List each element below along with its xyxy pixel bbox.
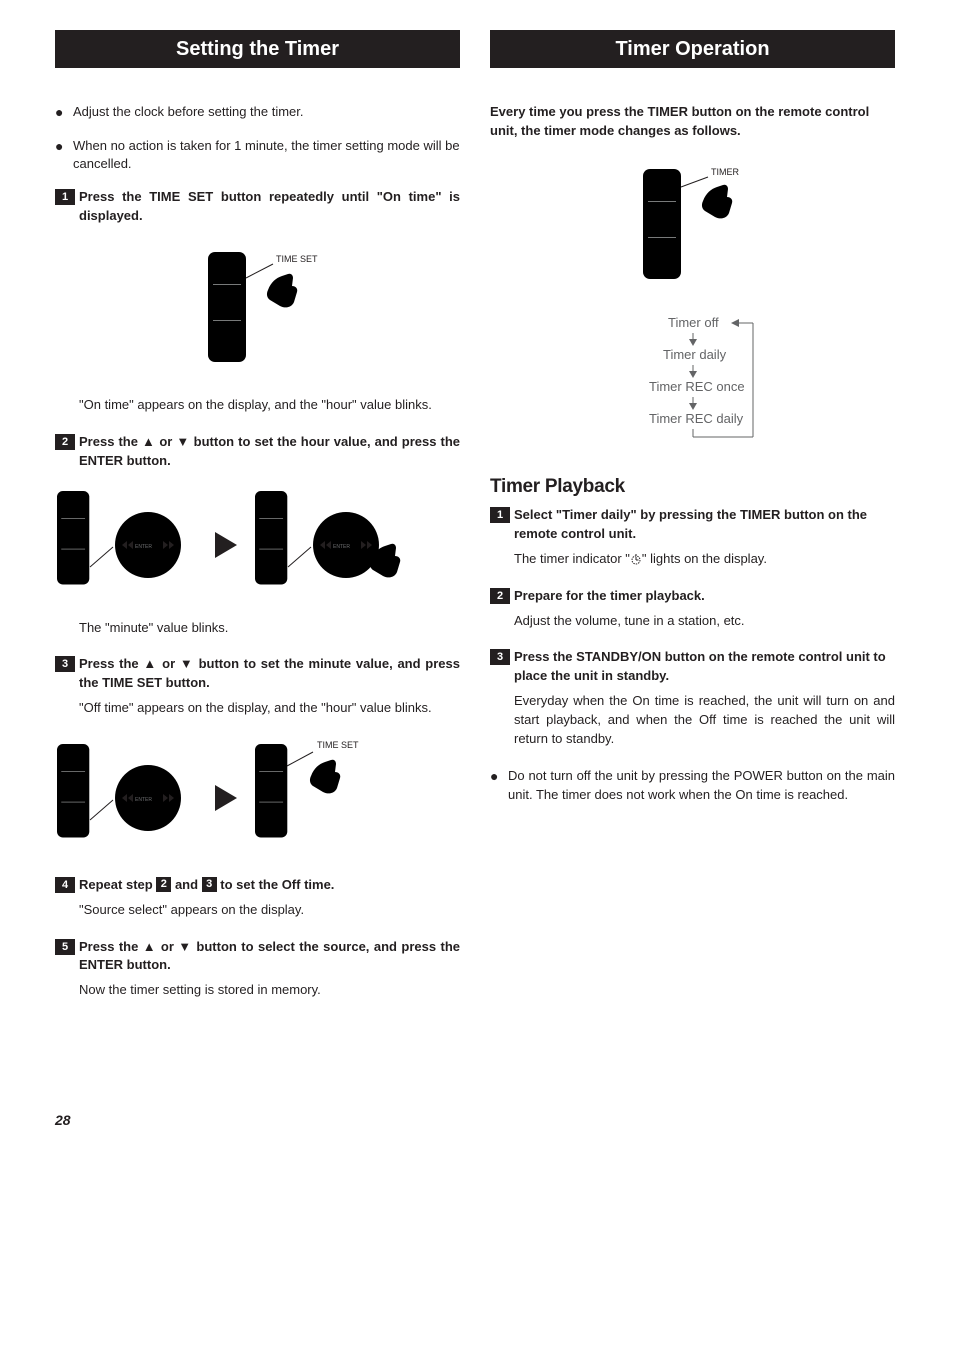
timer-remote-figure: TIMER <box>490 161 895 291</box>
right-column: Every time you press the TIMER button on… <box>490 103 895 1130</box>
right-bullet: ● Do not turn off the unit by pressing t… <box>490 767 895 805</box>
ref-step-2-icon: 2 <box>156 877 171 892</box>
step1-sub: "On time" appears on the display, and th… <box>79 396 460 415</box>
step-number-icon: 2 <box>55 434 75 450</box>
timer-playback-heading: Timer Playback <box>490 473 895 501</box>
step-number-icon: 3 <box>55 656 75 672</box>
timeset-label: TIME SET <box>276 254 318 264</box>
step-title: Press the ▲ or ▼ button to select the so… <box>79 938 460 976</box>
step-title: Press the ▲ or ▼ button to set the hour … <box>79 433 460 471</box>
bullet-icon: ● <box>55 103 73 123</box>
step3-sub: "Off time" appears on the display, and t… <box>79 699 460 718</box>
chain-b: Timer daily <box>663 347 727 362</box>
step4-text-c: to set the Off time. <box>220 877 334 892</box>
left-step-1: 1 Press the TIME SET button repeatedly u… <box>55 188 460 226</box>
remote-timer-illustration: TIMER <box>613 161 773 291</box>
enter-label: ENTER <box>135 544 152 550</box>
sub-a: The timer indicator " <box>514 551 630 566</box>
ref-step-3-icon: 3 <box>202 877 217 892</box>
bullet-text: Do not turn off the unit by pressing the… <box>508 767 895 805</box>
right-intro: Every time you press the TIMER button on… <box>490 103 895 141</box>
step-title: Prepare for the timer playback. <box>514 587 895 606</box>
left-bullet-2: ● When no action is taken for 1 minute, … <box>55 137 460 175</box>
enter-label: ENTER <box>333 544 350 550</box>
step-number-icon: 2 <box>490 588 510 604</box>
step-number-icon: 5 <box>55 939 75 955</box>
header-right: Timer Operation <box>490 30 895 68</box>
left-step-2: 2 Press the ▲ or ▼ button to set the hou… <box>55 433 460 471</box>
right-step2-sub: Adjust the volume, tune in a station, et… <box>514 612 895 631</box>
header-row: Setting the Timer Timer Operation <box>55 30 899 68</box>
step1-figure: TIME SET <box>55 244 460 374</box>
header-left: Setting the Timer <box>55 30 460 68</box>
left-bullet-1: ● Adjust the clock before setting the ti… <box>55 103 460 123</box>
left-step-3: 3 Press the ▲ or ▼ button to set the min… <box>55 655 460 693</box>
chain-d: Timer REC daily <box>649 411 744 426</box>
remote-enter-pair-illustration: ENTER ENTER <box>55 487 460 597</box>
bullet-icon: ● <box>490 767 508 805</box>
timer-mode-chain-svg: Timer off Timer daily Timer REC once Tim… <box>603 313 783 443</box>
bullet-text: When no action is taken for 1 minute, th… <box>73 137 460 175</box>
timer-label: TIMER <box>711 167 739 177</box>
step-title: Select "Timer daily" by pressing the TIM… <box>514 506 895 544</box>
remote-timeset-illustration: TIME SET <box>178 244 338 374</box>
step4-text-b: and <box>175 877 202 892</box>
sub-b: " lights on the display. <box>642 551 767 566</box>
step4-text-a: Repeat step <box>79 877 156 892</box>
bullet-text: Adjust the clock before setting the time… <box>73 103 460 123</box>
step-title: Repeat step 2 and 3 to set the Off time. <box>79 876 460 895</box>
right-step1-sub: The timer indicator " " lights on the dis… <box>514 550 895 569</box>
chain-c: Timer REC once <box>649 379 745 394</box>
left-step-4: 4 Repeat step 2 and 3 to set the Off tim… <box>55 876 460 895</box>
right-step-1: 1 Select "Timer daily" by pressing the T… <box>490 506 895 544</box>
left-column: ● Adjust the clock before setting the ti… <box>55 103 460 1130</box>
step-title: Press the TIME SET button repeatedly unt… <box>79 188 460 226</box>
bullet-icon: ● <box>55 137 73 175</box>
right-step-3: 3 Press the STANDBY/ON button on the rem… <box>490 648 895 686</box>
enter-label: ENTER <box>135 797 152 803</box>
step2-sub: The "minute" value blinks. <box>79 619 460 638</box>
timer-mode-chain: Timer off Timer daily Timer REC once Tim… <box>490 313 895 443</box>
timeset-label: TIME SET <box>317 740 359 750</box>
page-number: 28 <box>55 1110 460 1130</box>
step3-figure: ENTER TIME SET <box>55 734 460 854</box>
step-number-icon: 4 <box>55 877 75 893</box>
remote-enter-timeset-illustration: ENTER TIME SET <box>55 734 460 854</box>
step4-sub: "Source select" appears on the display. <box>79 901 460 920</box>
step2-figure: ENTER ENTER <box>55 487 460 597</box>
step-number-icon: 3 <box>490 649 510 665</box>
step-title: Press the ▲ or ▼ button to set the minut… <box>79 655 460 693</box>
step5-sub: Now the timer setting is stored in memor… <box>79 981 460 1000</box>
left-step-5: 5 Press the ▲ or ▼ button to select the … <box>55 938 460 976</box>
chain-a: Timer off <box>668 315 719 330</box>
step-title: Press the STANDBY/ON button on the remot… <box>514 648 895 686</box>
step-number-icon: 1 <box>490 507 510 523</box>
timer-indicator-icon <box>630 553 642 565</box>
right-step3-sub: Everyday when the On time is reached, th… <box>514 692 895 749</box>
step-number-icon: 1 <box>55 189 75 205</box>
right-step-2: 2 Prepare for the timer playback. <box>490 587 895 606</box>
